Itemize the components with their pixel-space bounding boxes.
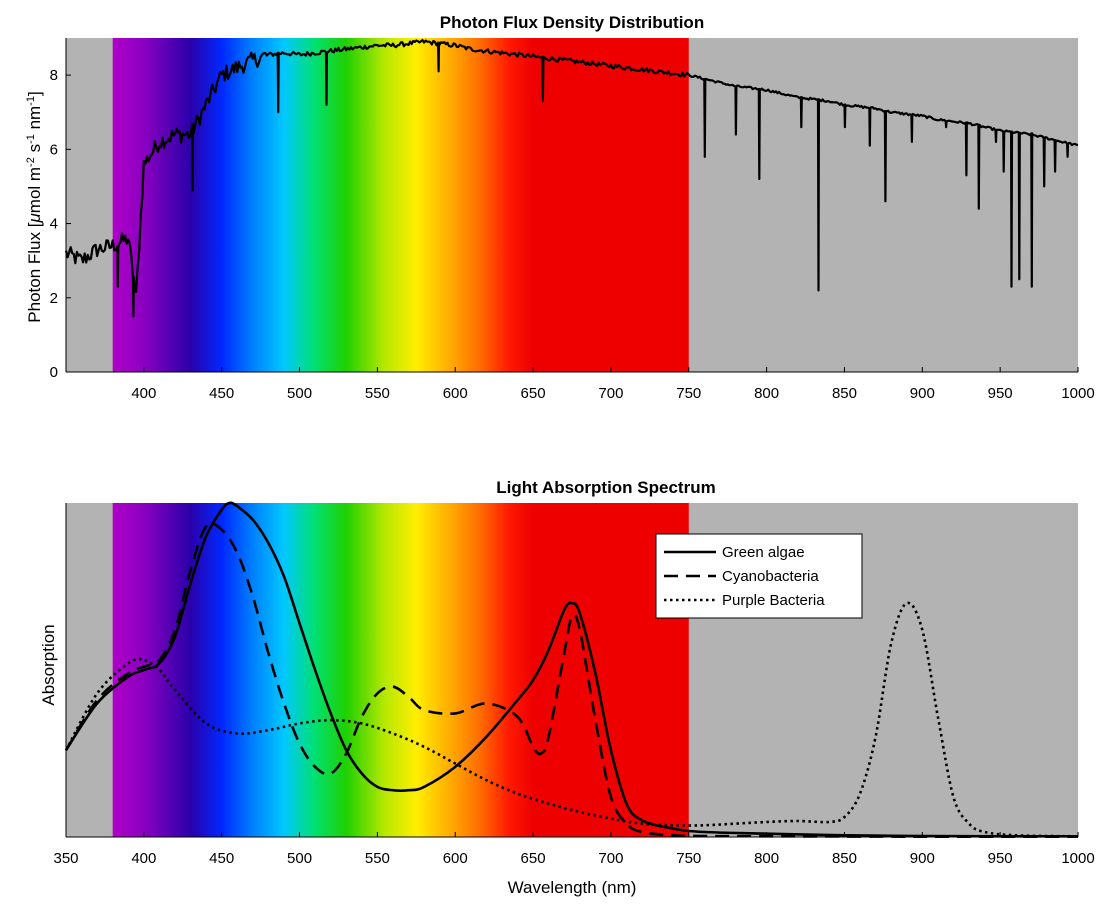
chart2-x-tick-label: 950 <box>988 850 1013 867</box>
chart1-x-tick-label: 550 <box>365 385 390 402</box>
chart1-x-tick-label: 900 <box>910 385 935 402</box>
chart1-x-tick-label: 750 <box>676 385 701 402</box>
legend-label: Green algae <box>722 544 805 561</box>
chart1-y-tick-label: 8 <box>50 67 58 84</box>
chart2-axes: 350 400 450 500 550 600 650 700 750 800 850 900 950 1… <box>53 503 1095 867</box>
chart1-x-tick-label: 600 <box>443 385 468 402</box>
chart1-y-tick-label: 6 <box>50 141 58 158</box>
chart1-x-tick-label: 1000 <box>1061 385 1094 402</box>
chart1-y-tick-label: 0 <box>50 364 58 381</box>
chart1-x-tick-label: 400 <box>131 385 156 402</box>
chart2-visible-spectrum-band <box>112 503 689 837</box>
chart2-x-tick-label: 700 <box>598 850 623 867</box>
chart1-axes: 400 450 500 550 600 650 700 750 800 850 900 950 1000… <box>50 38 1095 402</box>
chart2-title: Light Absorption Spectrum <box>496 478 715 497</box>
chart2-x-tick-label: 1000 <box>1061 850 1094 867</box>
photon-flux-chart: Photon Flux Density Distribution 400 450 5… <box>25 13 1095 402</box>
series-cyanobacteria <box>64 522 1078 839</box>
chart2-x-tick-label: 750 <box>676 850 701 867</box>
series-green-algae <box>64 501 1079 838</box>
chart2-x-tick-label: 900 <box>910 850 935 867</box>
chart1-background <box>66 38 1078 372</box>
chart1-title: Photon Flux Density Distribution <box>440 13 704 32</box>
legend-label: Purple Bacteria <box>722 592 825 609</box>
chart1-x-tick-label: 700 <box>598 385 623 402</box>
chart2-x-tick-label: 450 <box>209 850 234 867</box>
chart2-legend: Green algae Cyanobacteria Purple Bacteria <box>655 533 863 619</box>
chart2-xlabel: Wavelength (nm) <box>508 878 637 897</box>
chart1-ylabel: Photon Flux [μmol m-2 s-1 nm-1] <box>25 91 44 322</box>
chart2-x-tick-label: 850 <box>832 850 857 867</box>
chart1-visible-spectrum-band <box>112 38 689 372</box>
absorption-chart: Light Absorption Spectrum 350 400 450 500 55… <box>39 478 1095 897</box>
chart2-x-tick-label: 600 <box>443 850 468 867</box>
chart2-x-tick-label: 650 <box>521 850 546 867</box>
chart1-x-tick-label: 500 <box>287 385 312 402</box>
chart1-x-tick-label: 450 <box>209 385 234 402</box>
chart2-x-tick-label: 350 <box>53 850 78 867</box>
chart1-x-tick-label: 800 <box>754 385 779 402</box>
chart1-x-tick-label: 950 <box>988 385 1013 402</box>
chart2-x-tick-label: 800 <box>754 850 779 867</box>
chart2-x-tick-label: 550 <box>365 850 390 867</box>
chart1-x-tick-label: 650 <box>521 385 546 402</box>
legend-label: Cyanobacteria <box>722 568 819 585</box>
chart2-ylabel: Absorption <box>39 624 58 705</box>
chart2-x-tick-label: 400 <box>131 850 156 867</box>
chart2-x-tick-label: 500 <box>287 850 312 867</box>
chart2-background <box>66 503 1078 837</box>
chart1-lines <box>64 39 1079 318</box>
chart2-lines <box>64 501 1079 839</box>
chart1-y-tick-label: 2 <box>50 290 58 307</box>
series-purple-bacteria <box>64 601 1079 838</box>
chart1-y-tick-label: 4 <box>50 216 58 233</box>
chart1-x-tick-label: 850 <box>832 385 857 402</box>
photon-flux-line <box>64 39 1079 318</box>
